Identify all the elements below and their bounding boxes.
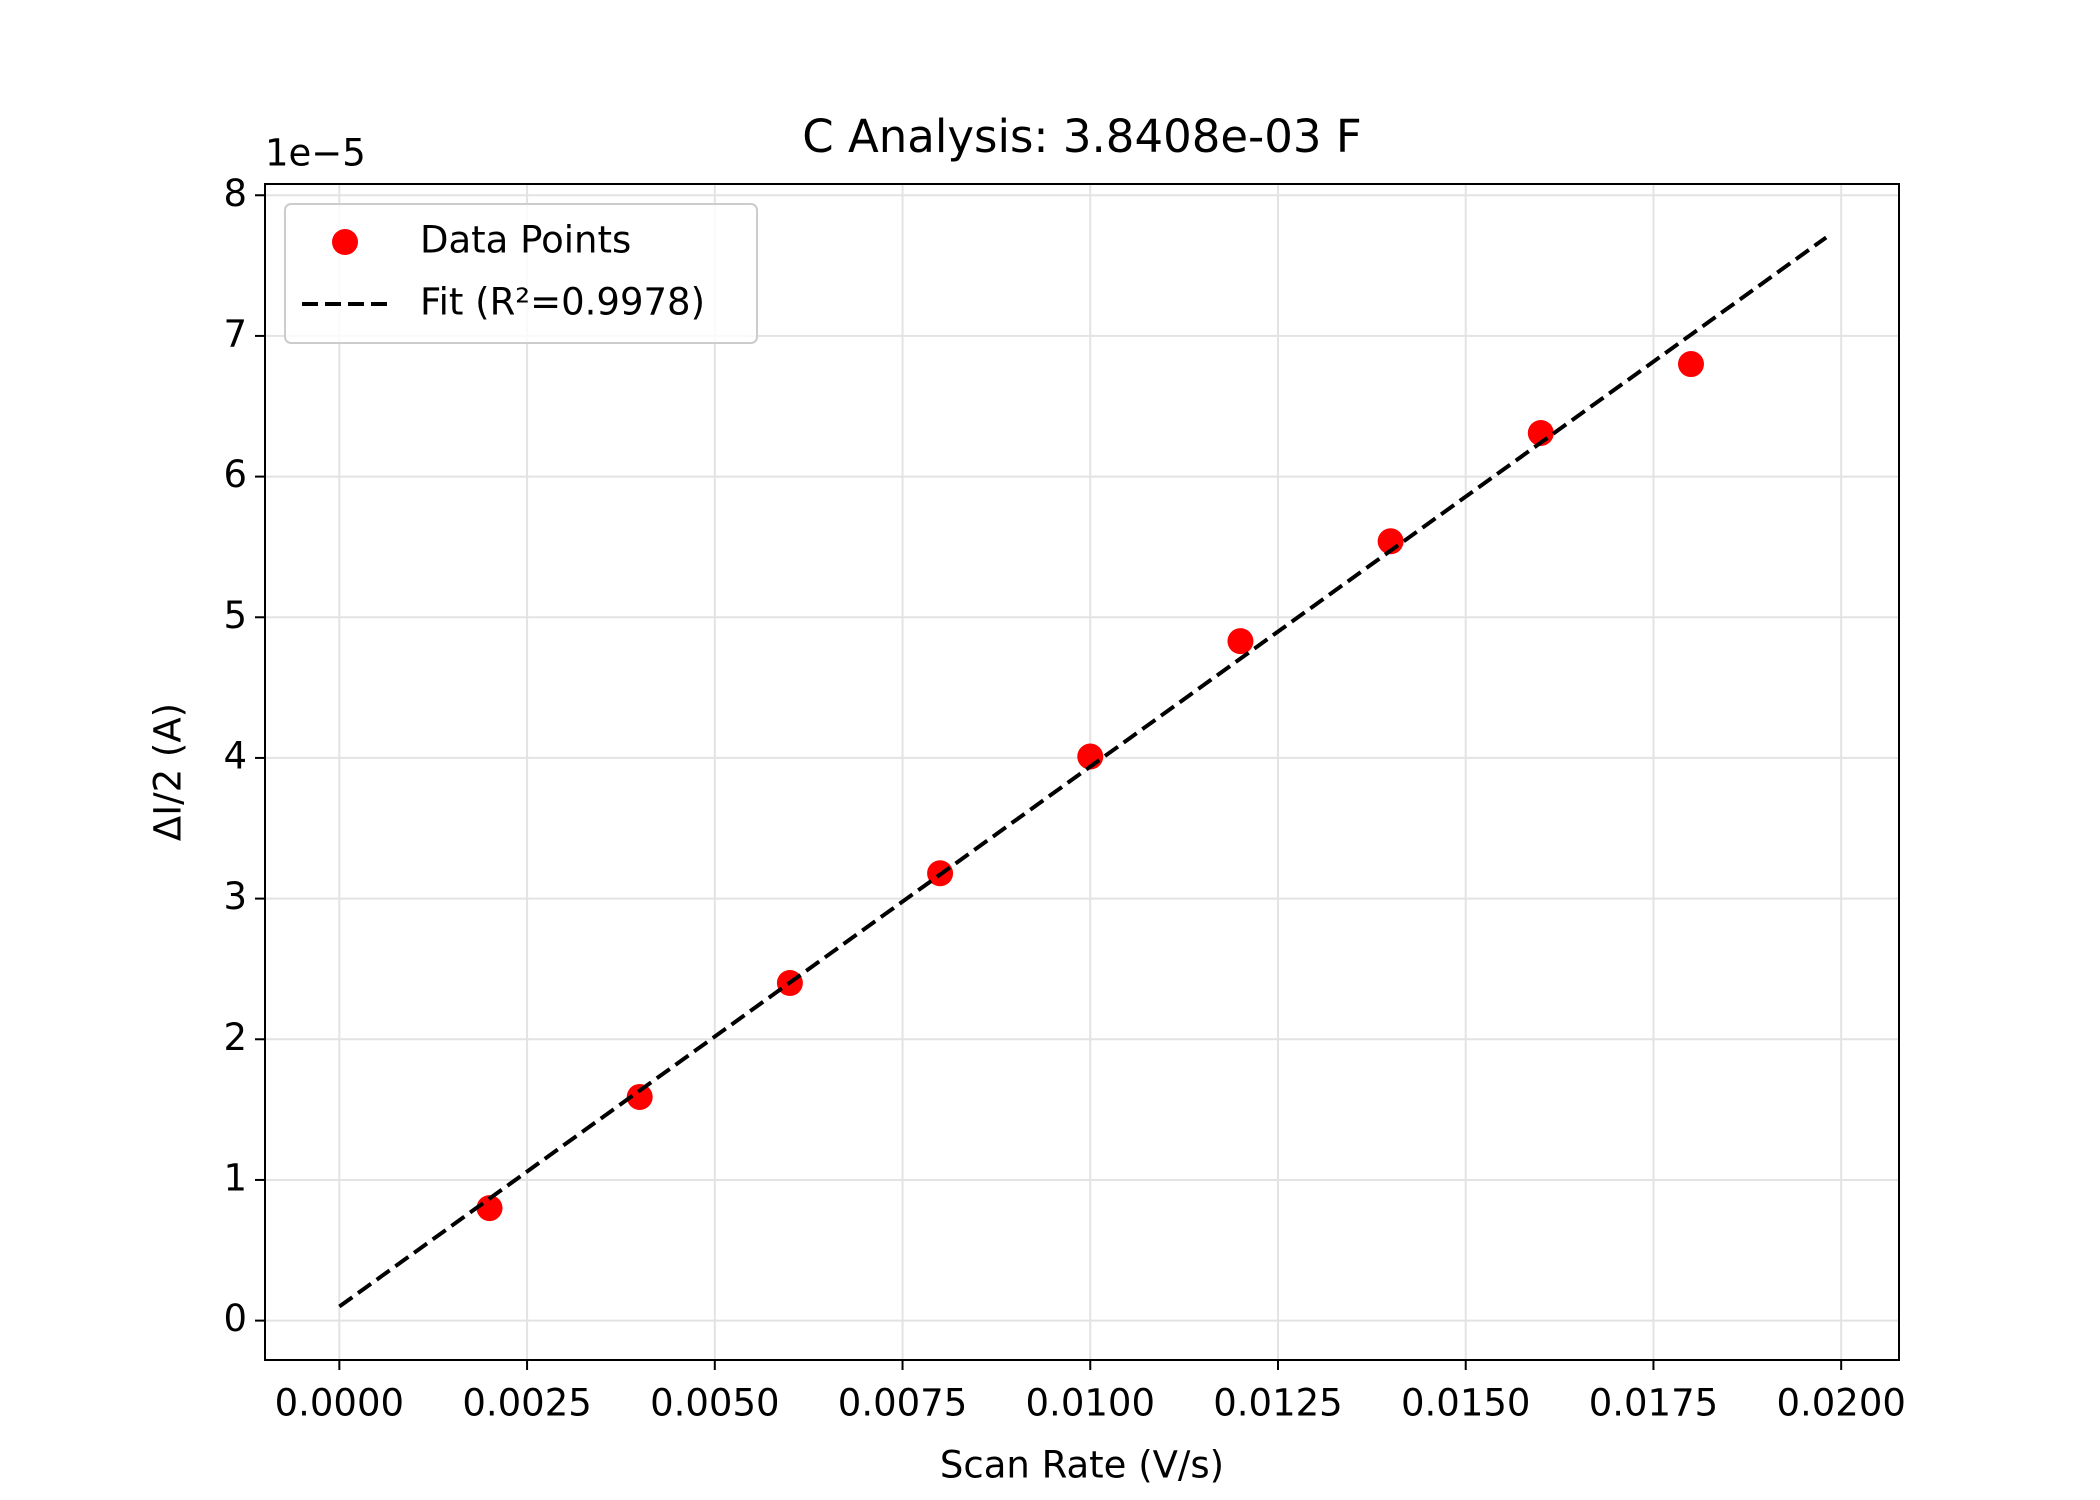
plot-frame (264, 183, 1900, 1361)
data-point (1227, 628, 1254, 655)
y-offset-label: 1e−5 (265, 132, 366, 175)
y-tick-label: 8 (223, 172, 247, 215)
x-tick-label: 0.0050 (650, 1382, 779, 1425)
y-tick-label: 4 (223, 734, 247, 777)
legend: Data Points Fit (R²=0.9978) (284, 203, 758, 344)
x-tick-label: 0.0200 (1776, 1382, 1905, 1425)
y-axis-label: ΔI/2 (A) (147, 703, 190, 841)
fit-line (338, 235, 1828, 1309)
data-point (1677, 351, 1704, 378)
data-point (626, 1083, 653, 1110)
x-tick-label: 0.0125 (1213, 1382, 1342, 1425)
legend-label: Data Points (420, 219, 631, 262)
legend-label: Fit (R²=0.9978) (420, 281, 705, 324)
x-tick-label: 0.0150 (1401, 1382, 1530, 1425)
y-tick-label: 6 (223, 453, 247, 496)
y-tick-label: 2 (223, 1016, 247, 1059)
x-tick-label: 0.0000 (275, 1382, 404, 1425)
x-tick-label: 0.0075 (838, 1382, 967, 1425)
data-point (476, 1195, 503, 1222)
x-tick-label: 0.0025 (462, 1382, 591, 1425)
x-axis-label: Scan Rate (V/s) (940, 1444, 1224, 1487)
y-tick-label: 5 (223, 594, 247, 637)
legend-marker (332, 229, 358, 255)
y-tick-label: 7 (223, 312, 247, 355)
y-tick-label: 3 (223, 875, 247, 918)
y-tick-label: 0 (223, 1297, 247, 1340)
y-tick-label: 1 (223, 1156, 247, 1199)
chart-title: C Analysis: 3.8408e-03 F (802, 110, 1361, 163)
x-tick-label: 0.0100 (1026, 1382, 1155, 1425)
x-tick-label: 0.0175 (1589, 1382, 1718, 1425)
legend-box (284, 203, 758, 344)
